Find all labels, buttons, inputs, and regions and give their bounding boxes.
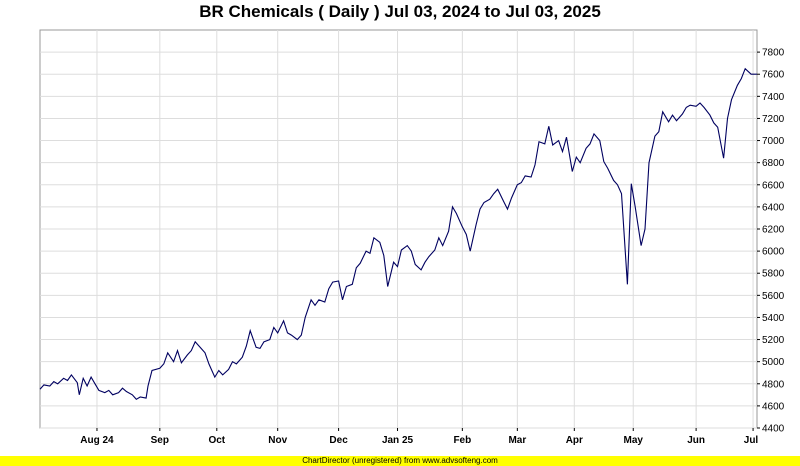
- price-series-line: [39, 67, 757, 401]
- x-tick-label: Mar: [508, 435, 526, 446]
- y-tick-label: 6600: [762, 180, 785, 191]
- x-tick-label: Aug 24: [80, 435, 114, 446]
- y-tick-label: 7800: [762, 48, 785, 59]
- y-tick-label: 6800: [762, 158, 785, 169]
- y-tick-label: 4400: [762, 424, 785, 435]
- x-axis: Aug 24 Sep Oct Nov Dec Jan 25 Feb Mar Apr May Jun J…: [80, 428, 758, 446]
- x-tick-label: Jun: [687, 435, 705, 446]
- y-tick-label: 5200: [762, 335, 785, 346]
- x-tick-label: Jan 25: [382, 435, 414, 446]
- y-tick-label: 6400: [762, 202, 785, 213]
- chart-title: BR Chemicals ( Daily ) Jul 03, 2024 to J…: [199, 2, 601, 21]
- y-tick-label: 7200: [762, 114, 785, 125]
- y-tick-label: 5800: [762, 269, 785, 280]
- y-tick-label: 5400: [762, 313, 785, 324]
- x-tick-label: Sep: [151, 435, 169, 446]
- x-tick-label: May: [624, 435, 644, 446]
- y-axis: 4400 4600 4800 5000 5200 5400 5600 5800 6000 6200…: [757, 48, 785, 435]
- footer-bar: [0, 456, 800, 466]
- y-tick-label: 7400: [762, 92, 785, 103]
- grid: [40, 30, 757, 429]
- y-tick-label: 7000: [762, 136, 785, 147]
- y-tick-label: 6000: [762, 247, 785, 258]
- y-tick-label: 6200: [762, 225, 785, 236]
- y-tick-label: 5600: [762, 291, 785, 302]
- x-tick-label: Feb: [453, 435, 471, 446]
- line-chart: 4400 4600 4800 5000 5200 5400 5600 5800 6000 6200…: [39, 29, 785, 446]
- x-tick-label: Nov: [268, 435, 287, 446]
- y-tick-label: 5000: [762, 357, 785, 368]
- x-tick-label: Dec: [329, 435, 348, 446]
- footer-credit: ChartDirector (unregistered) from www.ad…: [302, 456, 498, 465]
- x-tick-label: Apr: [566, 435, 583, 446]
- x-tick-label: Jul: [744, 435, 759, 446]
- y-tick-label: 4800: [762, 379, 785, 390]
- x-tick-label: Oct: [208, 435, 225, 446]
- y-tick-label: 7600: [762, 70, 785, 81]
- y-tick-label: 4600: [762, 401, 785, 412]
